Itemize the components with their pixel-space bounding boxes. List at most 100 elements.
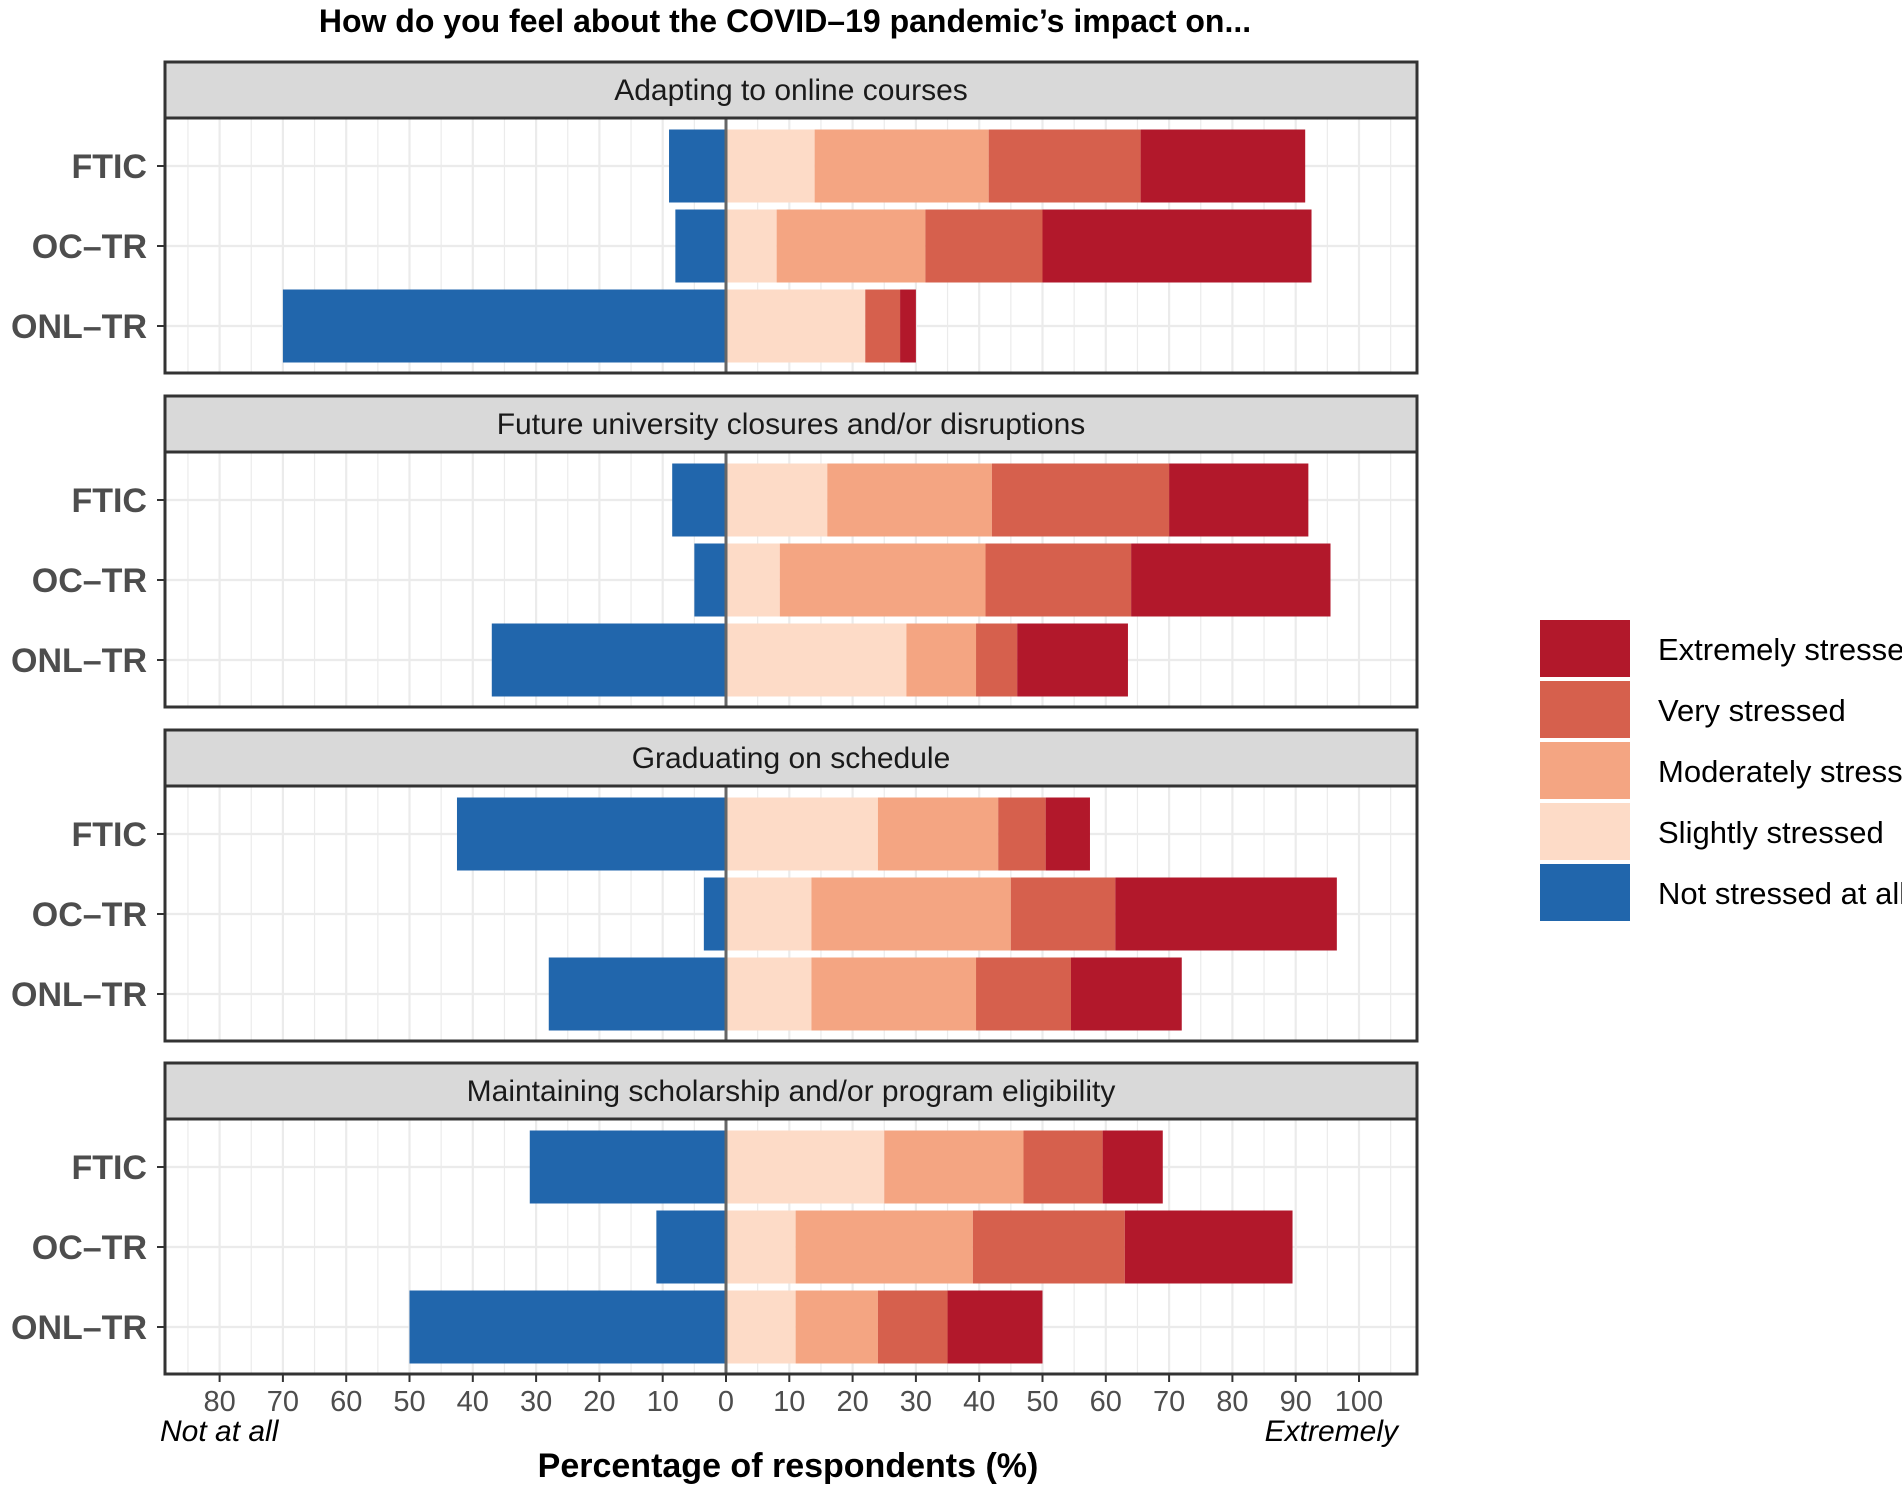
- bar-segment-moderately-stressed: [814, 129, 989, 203]
- x-tick-label: 70: [1153, 1386, 1185, 1418]
- facet-title: Maintaining scholarship and/or program e…: [467, 1075, 1116, 1108]
- x-axis-title: Percentage of respondents (%): [538, 1447, 1039, 1485]
- bar-segment-not-stressed: [409, 1290, 726, 1364]
- x-tick-label: 20: [836, 1386, 868, 1418]
- bar-segment-slightly-stressed: [726, 1130, 885, 1204]
- bar-segment-moderately-stressed: [795, 1210, 973, 1284]
- x-tick-label: 80: [203, 1386, 235, 1418]
- bar-segment-slightly-stressed: [726, 543, 780, 617]
- bar-segment-extremely-stressed: [900, 289, 916, 363]
- x-tick-label: 60: [330, 1386, 362, 1418]
- bar-segment-extremely-stressed: [1115, 877, 1337, 951]
- x-tick-label: 90: [1280, 1386, 1312, 1418]
- bar-segment-not-stressed: [282, 289, 726, 363]
- bar-segment-very-stressed: [998, 797, 1046, 871]
- y-tick-label: OC–TR: [32, 562, 147, 600]
- bar-segment-extremely-stressed: [1045, 797, 1090, 871]
- y-tick-label: ONL–TR: [11, 308, 147, 346]
- facet-title: Adapting to online courses: [614, 74, 968, 107]
- bar-segment-very-stressed: [1010, 877, 1116, 951]
- bar-segment-very-stressed: [972, 1210, 1125, 1284]
- bar-segment-not-stressed: [656, 1210, 726, 1284]
- x-tick-label: 10: [773, 1386, 805, 1418]
- panel-border: [163, 1117, 1419, 1376]
- bar-segment-extremely-stressed: [1042, 209, 1312, 283]
- facet-panel: Adapting to online courses FTIC OC–TR ONL–T…: [11, 60, 1419, 375]
- facet-panel: Future university closures and/or disrup…: [11, 394, 1419, 709]
- y-tick-label: ONL–TR: [11, 1309, 147, 1347]
- bar-segment-extremely-stressed: [1017, 623, 1128, 697]
- x-tick-label: 60: [1090, 1386, 1122, 1418]
- y-tick-label: FTIC: [71, 482, 147, 520]
- bar-segment-not-stressed: [703, 877, 726, 951]
- x-axis: 80 70 60 50 40 30 20 10 0 10 20 30 40 50 60 70 80 90 100: [203, 1374, 1383, 1418]
- facet-strip: [163, 60, 1419, 120]
- bar-segment-extremely-stressed: [1102, 1130, 1163, 1204]
- bar-segment-slightly-stressed: [726, 129, 815, 203]
- panel-border: [163, 450, 1419, 709]
- bar-segment-extremely-stressed: [1169, 463, 1309, 537]
- bar-segment-very-stressed: [976, 623, 1018, 697]
- bar-segment-not-stressed: [669, 129, 726, 203]
- legend-swatch: [1540, 742, 1630, 799]
- bar-segment-moderately-stressed: [884, 1130, 1024, 1204]
- x-tick-label: 20: [583, 1386, 615, 1418]
- y-tick-label: FTIC: [71, 1149, 147, 1187]
- x-tick-label: 50: [393, 1386, 425, 1418]
- chart-title: How do you feel about the COVID–19 pande…: [319, 3, 1251, 39]
- bar-segment-slightly-stressed: [726, 1210, 796, 1284]
- bar-segment-moderately-stressed: [877, 797, 999, 871]
- x-tick-label: 10: [647, 1386, 679, 1418]
- legend-swatch: [1540, 803, 1630, 860]
- panel-border: [163, 116, 1419, 375]
- bar-segment-very-stressed: [988, 129, 1141, 203]
- legend-label: Very stressed: [1658, 693, 1846, 728]
- bar-segment-moderately-stressed: [779, 543, 986, 617]
- facet-strip: [163, 394, 1419, 454]
- y-tick-label: ONL–TR: [11, 642, 147, 680]
- y-tick-label: ONL–TR: [11, 976, 147, 1014]
- bar-segment-moderately-stressed: [827, 463, 992, 537]
- legend-label: Extremely stressed: [1658, 632, 1902, 667]
- bar-segment-extremely-stressed: [1124, 1210, 1293, 1284]
- x-annotation-right: Extremely: [1265, 1415, 1400, 1448]
- facet-title: Future university closures and/or disrup…: [497, 408, 1086, 441]
- facet-title: Graduating on schedule: [632, 742, 951, 775]
- bar-segment-not-stressed: [548, 957, 726, 1031]
- bar-segment-extremely-stressed: [947, 1290, 1043, 1364]
- legend-label: Slightly stressed: [1658, 815, 1884, 850]
- x-tick-label: 0: [718, 1386, 734, 1418]
- x-tick-label: 50: [1026, 1386, 1058, 1418]
- facet-strip: [163, 728, 1419, 788]
- x-tick-label: 40: [963, 1386, 995, 1418]
- x-tick-label: 40: [457, 1386, 489, 1418]
- x-tick-label: 30: [520, 1386, 552, 1418]
- bar-segment-very-stressed: [1023, 1130, 1103, 1204]
- bar-segment-extremely-stressed: [1070, 957, 1182, 1031]
- bar-segment-very-stressed: [925, 209, 1043, 283]
- legend-label: Not stressed at all: [1658, 876, 1902, 911]
- y-tick-label: FTIC: [71, 148, 147, 186]
- facet-panel: Graduating on schedule FTIC OC–TR ONL–TR: [11, 728, 1419, 1043]
- bar-segment-slightly-stressed: [726, 289, 866, 363]
- bar-segment-not-stressed: [456, 797, 726, 871]
- bar-segment-very-stressed: [865, 289, 901, 363]
- bar-segment-moderately-stressed: [795, 1290, 878, 1364]
- bar-segment-moderately-stressed: [776, 209, 926, 283]
- bar-segment-moderately-stressed: [906, 623, 977, 697]
- bar-segment-slightly-stressed: [726, 797, 878, 871]
- bar-segment-slightly-stressed: [726, 463, 828, 537]
- legend-swatch: [1540, 864, 1630, 921]
- x-tick-label: 30: [900, 1386, 932, 1418]
- panel-border: [163, 784, 1419, 1043]
- y-tick-label: OC–TR: [32, 896, 147, 934]
- bar-segment-slightly-stressed: [726, 623, 907, 697]
- bar-segment-not-stressed: [491, 623, 726, 697]
- x-tick-label: 70: [267, 1386, 299, 1418]
- y-tick-label: FTIC: [71, 816, 147, 854]
- x-tick-label: 80: [1216, 1386, 1248, 1418]
- bar-segment-very-stressed: [976, 957, 1071, 1031]
- x-annotation-left: Not at all: [160, 1415, 280, 1448]
- facet-panel: Maintaining scholarship and/or program e…: [11, 1061, 1419, 1376]
